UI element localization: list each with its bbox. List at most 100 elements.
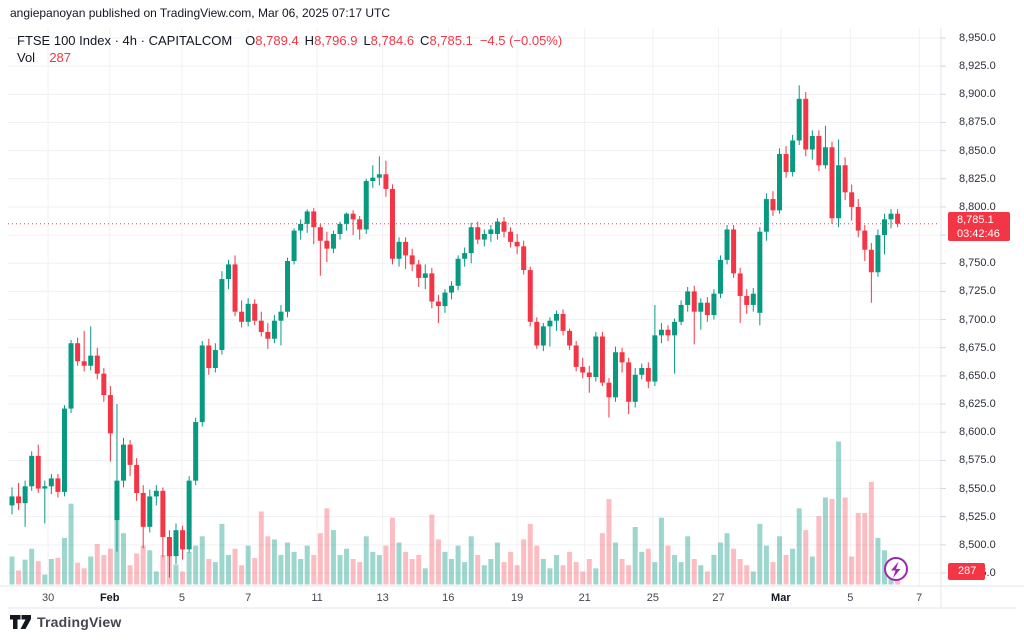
time-axis-tick: 5 [178, 592, 185, 604]
volume-bar [389, 517, 395, 585]
candle-body [567, 330, 573, 346]
price-axis-tick: 8,725.0 [959, 285, 996, 298]
tradingview-logo-icon [10, 614, 31, 629]
candle-body [153, 490, 159, 497]
candle-body [849, 192, 855, 207]
candle-body [862, 230, 868, 250]
candle-body [166, 536, 172, 557]
candle-body [698, 302, 704, 312]
volume-bar [606, 499, 612, 585]
volume-bar [357, 562, 363, 585]
price-axis-tick: 8,825.0 [959, 172, 996, 185]
volume-legend-value: 287 [49, 50, 72, 65]
volume-bar [121, 533, 127, 585]
volume-bar [514, 565, 520, 585]
volume-bar [816, 516, 822, 585]
volume-bar [337, 554, 343, 585]
volume-bar [344, 548, 350, 585]
candle-body [613, 352, 619, 398]
candle-body [475, 227, 481, 240]
time-axis-tick: 11 [311, 592, 323, 604]
volume-bar [88, 556, 94, 585]
candle-body [468, 227, 474, 254]
volume-bar [107, 548, 113, 585]
volume-bar [494, 542, 500, 585]
volume-bar [180, 571, 186, 585]
symbol-title[interactable]: FTSE 100 Index [17, 33, 111, 48]
candle-body [449, 285, 455, 293]
candle-body [416, 264, 422, 278]
ohlc-label-O: O [245, 33, 256, 48]
volume-bar [639, 551, 645, 585]
volume-bar [61, 537, 67, 585]
candle-body [383, 174, 389, 189]
tradingview-logo[interactable]: TradingView [10, 614, 121, 630]
candle-body [822, 147, 828, 166]
candle-body [606, 382, 612, 398]
volume-bar [134, 553, 140, 585]
candle-body [724, 229, 730, 260]
bar-countdown: 03:42:46 [957, 228, 1000, 240]
lightning-button[interactable] [884, 557, 908, 581]
volume-bar [790, 548, 796, 585]
volume-legend-label: Vol [17, 50, 36, 65]
volume-bar [803, 530, 809, 585]
candle-body [29, 455, 35, 487]
volume-bar [632, 526, 638, 585]
candle-body [547, 320, 553, 327]
candle-body [180, 530, 186, 550]
volume-bar [580, 571, 586, 585]
volume-bar [206, 559, 212, 585]
volume-bar [35, 561, 41, 585]
candle-body [553, 313, 559, 321]
candle-body [317, 227, 323, 241]
price-axis-tick: 8,850.0 [959, 144, 996, 157]
volume-bar [475, 554, 481, 585]
volume-bar [822, 497, 828, 585]
volume-bar [173, 564, 179, 585]
volume-bar [42, 574, 48, 585]
time-axis-tick: 7 [245, 592, 252, 604]
candle-body [540, 326, 546, 346]
volume-bar [75, 562, 81, 585]
volume-bar [435, 539, 441, 585]
candle-body [744, 295, 750, 305]
volume-bar [849, 556, 855, 585]
volume-bar [744, 565, 750, 585]
candle-body [75, 343, 81, 362]
candle-body [803, 98, 809, 150]
candle-body [127, 444, 133, 465]
candle-body [836, 165, 842, 219]
price-axis-tick: 8,500.0 [959, 538, 996, 551]
candle-body [140, 493, 146, 527]
candle-body [409, 255, 415, 265]
volume-bar [619, 559, 625, 585]
candle-body [225, 264, 231, 280]
interval-label[interactable]: 4h [122, 33, 138, 48]
price-axis-tick: 8,800.0 [959, 200, 996, 213]
volume-bar [540, 559, 546, 585]
candle-body [22, 486, 28, 504]
volume-bar [652, 562, 658, 585]
candle-body [193, 422, 199, 481]
candle-body [875, 235, 881, 273]
volume-bar [678, 562, 684, 585]
price-axis-tick: 8,650.0 [959, 369, 996, 382]
volume-bar [265, 536, 271, 585]
candle-body [370, 177, 376, 182]
volume-bar [875, 537, 881, 585]
volume-bar [501, 562, 507, 585]
price-axis-tick: 8,750.0 [959, 257, 996, 270]
candle-body [239, 311, 245, 322]
time-axis-tick: 16 [442, 592, 455, 604]
volume-bar [225, 554, 231, 585]
candle-body [521, 246, 527, 271]
volume-bar [396, 542, 402, 585]
candle-body [494, 221, 500, 234]
candle-body [829, 147, 835, 219]
tradingview-brand-text: TradingView [37, 614, 122, 630]
volume-bar [9, 556, 15, 585]
candle-body [750, 293, 756, 305]
